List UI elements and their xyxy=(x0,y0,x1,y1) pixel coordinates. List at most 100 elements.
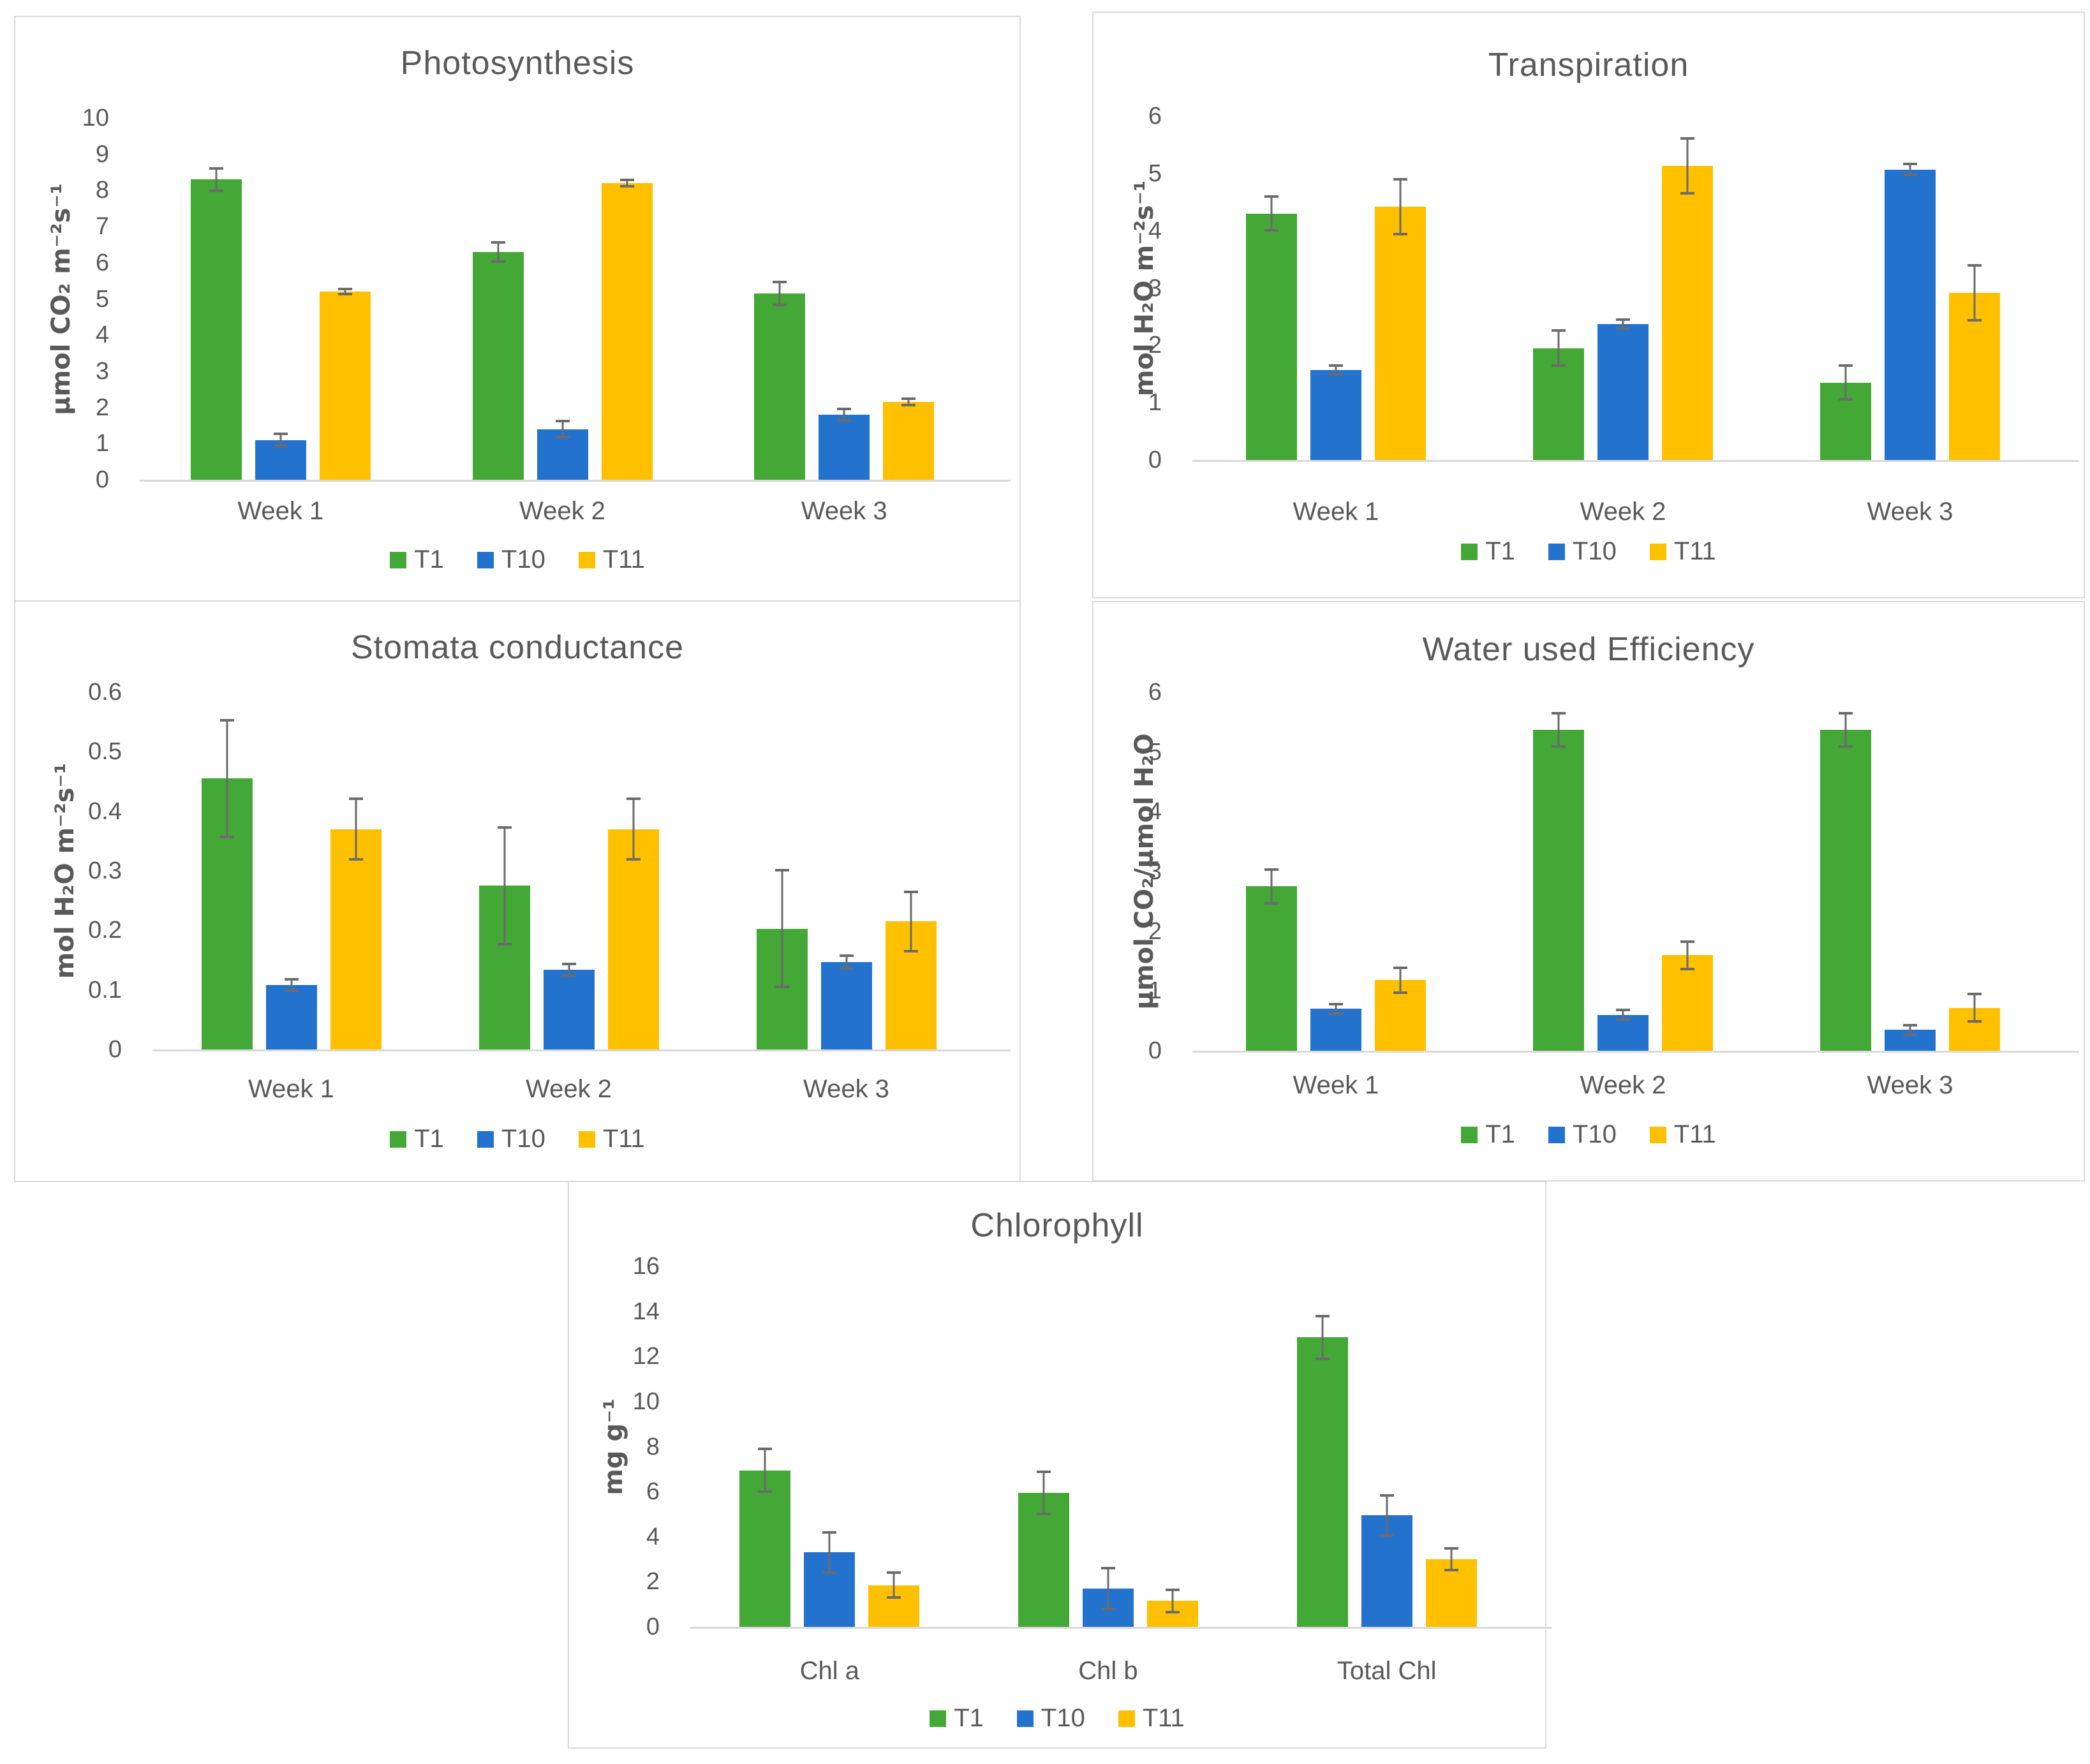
y-tick-label: 0 xyxy=(1148,447,1162,473)
x-category-label: Week 1 xyxy=(1293,1071,1379,1099)
error-bar-cap-top xyxy=(555,420,570,423)
legend-label: T1 xyxy=(954,1704,984,1732)
error-bar-cap-top xyxy=(619,179,634,182)
legend-swatch xyxy=(1461,1126,1478,1143)
error-bar xyxy=(1968,263,1982,322)
error-bar-cap-bottom xyxy=(839,967,854,970)
error-bar xyxy=(337,288,352,295)
error-bar-cap-top xyxy=(1444,1546,1458,1550)
error-bar xyxy=(219,719,234,838)
error-bar-cap-top xyxy=(758,1448,773,1451)
error-bar xyxy=(1101,1567,1115,1610)
chart-title: Transpiration xyxy=(1488,47,1689,84)
error-bar-line xyxy=(907,397,910,406)
error-bar-cap-top xyxy=(1552,711,1566,715)
x-category-label: Week 2 xyxy=(526,1075,612,1103)
legend-item-t10: T10 xyxy=(477,1125,545,1153)
y-tick-label: 0.6 xyxy=(88,679,122,706)
error-bar-cap-top xyxy=(774,869,789,872)
error-bar-cap-top xyxy=(626,797,641,801)
bar-t11-week-1 xyxy=(330,829,382,1049)
error-bar-cap-bottom xyxy=(1968,1019,1982,1023)
error-bar-line xyxy=(843,407,845,422)
error-bar xyxy=(1616,1009,1630,1021)
legend-swatch xyxy=(930,1710,947,1727)
plot-area: 0 1 2 3 4 5 6 7 8 9 10 μmol CO₂ m⁻²s⁻¹ Week 1 Week 2 W… xyxy=(15,17,1019,600)
x-category-label: Week 1 xyxy=(237,497,324,525)
error-bar-cap-bottom xyxy=(1264,901,1278,905)
error-bar xyxy=(758,1448,773,1493)
error-bar-cap-bottom xyxy=(1444,1569,1458,1572)
error-bar-cap-top xyxy=(1264,195,1278,198)
legend-item-t1: T1 xyxy=(1461,537,1515,566)
bar-t1-week-1 xyxy=(190,179,242,480)
error-bar xyxy=(555,420,570,438)
error-bar-cap-bottom xyxy=(822,1571,837,1575)
legend-label: T1 xyxy=(414,545,444,574)
water-used-efficiency-chart-panel: Water used Efficiency 0 1 2 3 4 5 6 μmol CO₂/μm… xyxy=(1092,601,2085,1182)
x-axis-line xyxy=(152,1049,1011,1051)
error-bar-line xyxy=(845,954,847,970)
error-bar-line xyxy=(778,281,781,306)
y-tick-label: 6 xyxy=(95,249,109,276)
legend-item-t1: T1 xyxy=(390,1125,444,1153)
y-tick-label: 12 xyxy=(632,1343,660,1370)
error-bar-line xyxy=(1557,329,1560,367)
error-bar xyxy=(284,978,299,993)
error-bar-line xyxy=(1686,137,1689,195)
legend-swatch xyxy=(1548,543,1565,560)
legend: T1 T10 T11 xyxy=(15,1125,1019,1153)
error-bar xyxy=(1166,1588,1180,1613)
y-tick-label: 1 xyxy=(1148,389,1162,417)
error-bar xyxy=(1379,1493,1394,1537)
error-bar-cap-bottom xyxy=(1329,1012,1343,1015)
error-bar-cap-top xyxy=(1329,364,1343,367)
bar-t1-week-2 xyxy=(472,251,524,480)
error-bar xyxy=(839,954,854,970)
error-bar-line xyxy=(1973,263,1976,322)
x-category-label: Week 3 xyxy=(801,497,887,525)
legend-label: T10 xyxy=(1572,1120,1617,1148)
chart-title: Stomata conductance xyxy=(351,629,684,666)
y-tick-label: 16 xyxy=(632,1253,660,1280)
error-bar xyxy=(1839,711,1853,748)
error-bar-cap-top xyxy=(1680,137,1694,140)
error-bar xyxy=(1329,1003,1343,1015)
error-bar-line xyxy=(1844,711,1847,748)
bar-t10-week-2 xyxy=(1597,324,1649,460)
transpiration-chart-panel: Transpiration 0 1 2 3 4 5 6 mol H₂O m⁻²s⁻¹ Week … xyxy=(1092,11,2085,598)
x-category-label: Week 3 xyxy=(1867,498,1953,526)
error-bar-line xyxy=(215,167,218,193)
legend-swatch xyxy=(477,551,494,568)
bar-t1-week-1 xyxy=(1246,213,1297,460)
error-bar-cap-bottom xyxy=(284,989,299,993)
y-tick-label: 0.5 xyxy=(88,738,122,766)
photosynthesis-chart-panel: Photosynthesis 0 1 2 3 4 5 6 7 8 9 10 μmol CO₂ m⁻²s… xyxy=(14,16,1021,602)
y-tick-label: 1 xyxy=(1148,977,1162,1005)
y-tick-label: 0.2 xyxy=(88,917,122,944)
error-bar-cap-bottom xyxy=(1552,745,1566,748)
error-bar-cap-top xyxy=(887,1571,901,1575)
error-bar-cap-top xyxy=(1166,1588,1180,1591)
error-bar-line xyxy=(1973,993,1976,1023)
legend-label: T10 xyxy=(1041,1704,1085,1732)
error-bar-cap-bottom xyxy=(1264,229,1278,232)
y-tick-label: 4 xyxy=(646,1523,660,1550)
y-axis-title: mg g⁻¹ xyxy=(599,1398,628,1495)
x-category-label: Chl b xyxy=(1078,1657,1138,1685)
error-bar xyxy=(1839,364,1853,401)
x-category-label: Week 3 xyxy=(803,1075,889,1103)
error-bar-line xyxy=(1622,1009,1624,1021)
error-bar-cap-bottom xyxy=(1315,1357,1330,1360)
error-bar xyxy=(822,1531,837,1575)
error-bar-line xyxy=(561,420,563,438)
error-bar-cap-top xyxy=(839,954,854,957)
error-bar-line xyxy=(1335,1003,1337,1015)
legend-item-t11: T11 xyxy=(578,1125,645,1153)
error-bar-line xyxy=(226,719,228,838)
error-bar-cap-bottom xyxy=(1616,1018,1630,1021)
error-bar-cap-top xyxy=(822,1531,837,1534)
y-axis-title: mol H₂O m⁻²s⁻¹ xyxy=(50,762,80,979)
